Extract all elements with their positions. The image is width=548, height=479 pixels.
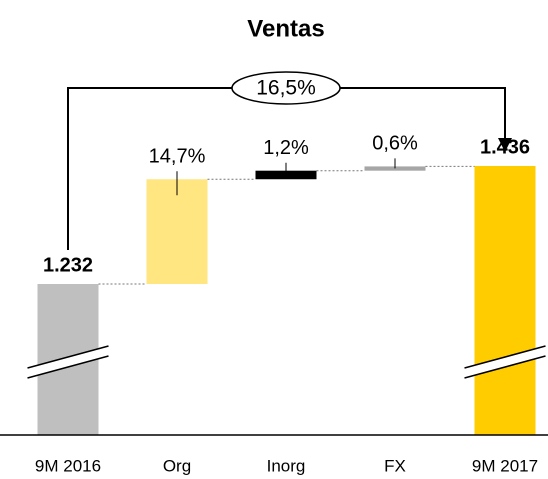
value-label: 1.232 [43, 254, 93, 276]
value-label: 14,7% [149, 146, 206, 168]
value-label: 0,6% [372, 133, 418, 155]
change-label: 16,5% [256, 77, 316, 100]
arrow-head [498, 138, 512, 152]
axis-break-line [27, 345, 109, 369]
bar [364, 166, 426, 171]
bar [255, 170, 317, 180]
x-tick-label: 9M 2016 [35, 456, 101, 475]
axis-break-line [27, 355, 109, 379]
x-tick-label: Org [163, 456, 191, 475]
axis-break [27, 346, 109, 378]
bar [146, 179, 208, 284]
axis-break-line [464, 345, 546, 369]
value-label: 1,2% [263, 137, 309, 159]
axis-break-line [464, 355, 546, 379]
change-badge [231, 71, 341, 105]
x-tick-label: Inorg [267, 456, 306, 475]
x-tick-label: FX [384, 456, 406, 475]
x-tick-label: 9M 2017 [472, 456, 538, 475]
chart-title: Ventas [247, 15, 324, 42]
axis-break [464, 346, 546, 378]
bar [474, 166, 536, 435]
